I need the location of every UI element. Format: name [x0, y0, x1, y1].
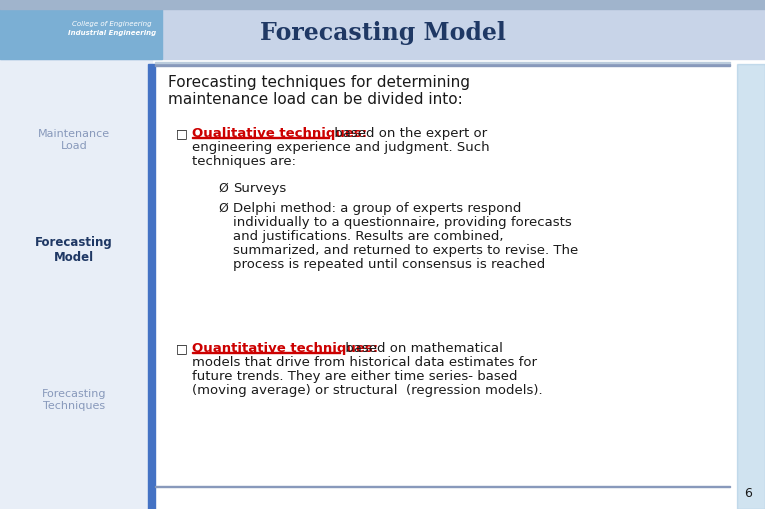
Bar: [155, 64, 730, 67]
Bar: [192, 352, 340, 353]
Text: Maintenance
Load: Maintenance Load: [38, 129, 110, 151]
Bar: [0, 0, 152, 509]
Text: Industrial Engineering: Industrial Engineering: [68, 30, 156, 36]
Bar: [0, 0, 162, 60]
Text: models that drive from historical data estimates for: models that drive from historical data e…: [192, 355, 537, 369]
Bar: [148, 65, 155, 509]
Text: Forecasting techniques for determining
maintenance load can be divided into:: Forecasting techniques for determining m…: [168, 75, 470, 107]
Text: Qualitative techniques:: Qualitative techniques:: [192, 127, 367, 140]
Text: College of Engineering: College of Engineering: [72, 21, 151, 27]
Bar: [0, 0, 765, 60]
Text: future trends. They are either time series- based: future trends. They are either time seri…: [192, 369, 517, 382]
Text: techniques are:: techniques are:: [192, 155, 296, 167]
Text: Forecasting
Techniques: Forecasting Techniques: [42, 388, 106, 410]
Text: individually to a questionnaire, providing forecasts: individually to a questionnaire, providi…: [233, 216, 571, 229]
Text: Delphi method: a group of experts respond: Delphi method: a group of experts respon…: [233, 202, 522, 215]
Text: process is repeated until consensus is reached: process is repeated until consensus is r…: [233, 258, 545, 270]
Bar: [192, 137, 329, 139]
Text: □: □: [176, 342, 187, 354]
Text: 6: 6: [744, 486, 752, 499]
Text: Surveys: Surveys: [233, 182, 286, 194]
Bar: [0, 0, 765, 10]
Text: (moving average) or structural  (regression models).: (moving average) or structural (regressi…: [192, 383, 542, 396]
Bar: [737, 65, 765, 509]
Text: Quantitative techniques:: Quantitative techniques:: [192, 342, 378, 354]
Text: and justifications. Results are combined,: and justifications. Results are combined…: [233, 230, 503, 242]
Text: based on mathematical: based on mathematical: [341, 342, 503, 354]
Text: Forecasting Model: Forecasting Model: [260, 21, 506, 45]
Bar: [155, 486, 730, 487]
Text: engineering experience and judgment. Such: engineering experience and judgment. Suc…: [192, 140, 490, 154]
Text: Ø: Ø: [218, 202, 228, 215]
Text: Ø: Ø: [218, 182, 228, 194]
Bar: [155, 63, 730, 64]
Text: □: □: [176, 127, 187, 140]
Text: summarized, and returned to experts to revise. The: summarized, and returned to experts to r…: [233, 243, 578, 257]
Text: based on the expert or: based on the expert or: [330, 127, 487, 140]
Text: Forecasting
Model: Forecasting Model: [35, 236, 113, 264]
